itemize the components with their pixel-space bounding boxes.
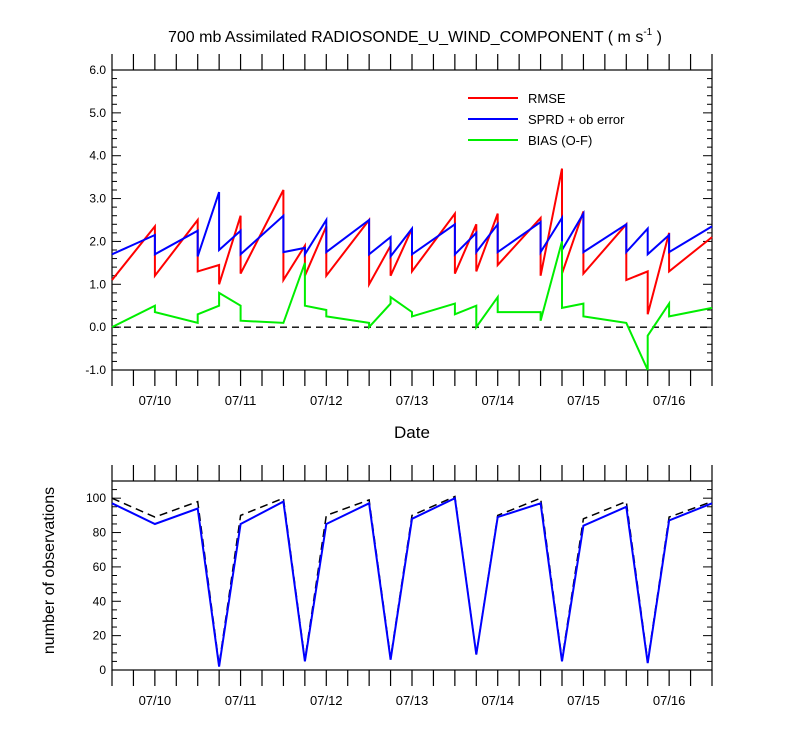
y-tick-label: 1.0 [89, 277, 106, 291]
x-axis-label: Date [394, 423, 430, 442]
chart-panel-0: -1.0 0.0 1.0 2.0 3.0 4.0 5.0 6.0 07/10 07/11 07/12… [85, 27, 713, 442]
x-tick-label: 07/12 [310, 693, 343, 708]
series-line-bias-o-f [111, 241, 713, 371]
x-tick-label: 07/14 [481, 393, 514, 408]
y-axis-label: number of observations [41, 487, 58, 654]
y-tick-label: -1.0 [85, 363, 106, 377]
y-tick-label: 0.0 [89, 320, 106, 334]
y-tick-label: 80 [93, 526, 107, 540]
legend-label: SPRD + ob error [528, 112, 625, 127]
series-line-series-1 [111, 496, 713, 667]
y-tick-label: 20 [93, 629, 107, 643]
x-tick-label: 07/13 [396, 693, 429, 708]
chart-title: 700 mb Assimilated RADIOSONDE_U_WIND_COM… [168, 27, 662, 46]
series-line-series-0 [111, 495, 713, 665]
x-tick-label: 07/10 [139, 693, 172, 708]
y-tick-label: 5.0 [89, 106, 106, 120]
series-line-sprd-ob-error [111, 191, 713, 260]
y-tick-label: 3.0 [89, 192, 106, 206]
y-tick-label: 2.0 [89, 234, 106, 248]
legend-label: BIAS (O-F) [528, 133, 592, 148]
y-tick-label: 60 [93, 560, 107, 574]
x-tick-label: 07/12 [310, 393, 343, 408]
y-tick-label: 4.0 [89, 149, 106, 163]
x-tick-label: 07/11 [225, 393, 257, 408]
y-tick-label: 100 [86, 491, 106, 505]
x-tick-label: 07/13 [396, 393, 429, 408]
x-tick-label: 07/15 [567, 693, 600, 708]
legend-label: RMSE [528, 91, 566, 106]
y-tick-label: 40 [93, 594, 107, 608]
y-tick-label: 0 [99, 663, 106, 677]
x-tick-label: 07/11 [225, 693, 257, 708]
y-tick-label: 6.0 [89, 63, 106, 77]
chart-panel-1: 0 20 40 60 80 100 07/10 07/11 07/12 07/13 07/14 07/… [41, 465, 713, 708]
x-tick-label: 07/16 [653, 693, 686, 708]
x-tick-label: 07/14 [481, 693, 514, 708]
x-tick-label: 07/16 [653, 393, 686, 408]
x-tick-label: 07/15 [567, 393, 600, 408]
x-tick-label: 07/10 [139, 393, 172, 408]
